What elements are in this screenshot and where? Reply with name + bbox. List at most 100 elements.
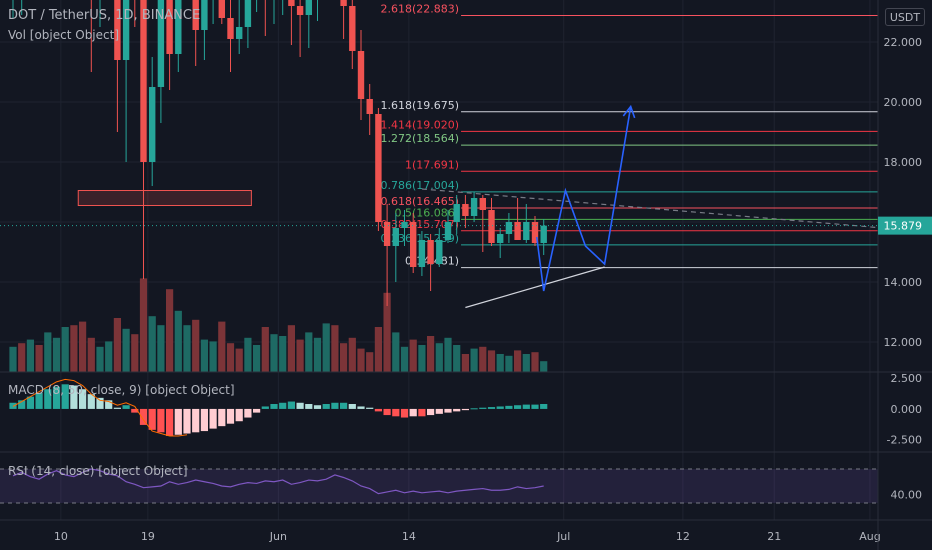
volume-bar	[435, 343, 443, 372]
volume-bar	[357, 348, 365, 372]
macd-histogram-bar	[261, 406, 269, 409]
macd-histogram-bar	[409, 408, 417, 417]
volume-bar	[96, 346, 104, 372]
candle-body	[436, 240, 443, 264]
volume-bar	[9, 346, 17, 372]
volume-bar	[496, 354, 504, 372]
macd-histogram-bar	[383, 408, 391, 416]
candle-body	[175, 0, 182, 54]
macd-histogram-bar	[366, 407, 374, 409]
candle-body	[244, 0, 252, 27]
candle-body	[114, 0, 121, 60]
volume-bar	[139, 278, 148, 372]
macd-histogram-bar	[157, 408, 165, 433]
volume-bar	[35, 345, 43, 372]
candle-body	[375, 114, 382, 222]
macd-histogram-bar	[470, 408, 478, 410]
macd-histogram-bar	[113, 407, 121, 409]
macd-histogram-bar	[79, 389, 87, 409]
macd-tick-label: 2.500	[891, 372, 923, 385]
candle-body	[201, 0, 208, 30]
candle-body	[236, 27, 243, 39]
candle-body	[149, 87, 156, 162]
macd-histogram-bar	[18, 400, 26, 409]
volume-bar	[270, 334, 278, 372]
macd-histogram-bar	[218, 408, 226, 427]
macd-histogram-bar	[174, 408, 182, 435]
volume-bar	[87, 337, 95, 372]
macd-histogram-bar	[279, 402, 287, 409]
macd-histogram-bar	[183, 408, 191, 434]
fib-level-label: 1.272(18.564)	[380, 132, 459, 145]
fib-level-label: 0.786(17.004)	[380, 179, 459, 192]
volume-bar	[340, 343, 348, 372]
time-tick-label: 14	[402, 530, 416, 543]
macd-histogram-bar	[427, 408, 435, 416]
volume-bar	[70, 325, 78, 372]
candle-body	[444, 222, 452, 240]
macd-histogram-bar	[253, 408, 261, 413]
macd-histogram-bar	[192, 408, 200, 433]
candle-body	[383, 222, 391, 246]
rsi-line	[12, 468, 544, 495]
volume-bar	[522, 354, 530, 372]
macd-histogram-bar	[209, 408, 217, 429]
candle-body	[427, 240, 434, 264]
projection-path	[535, 106, 632, 292]
candle-body	[288, 0, 295, 6]
rsi-tick-label: 40.00	[891, 489, 923, 502]
volume-bar	[18, 343, 26, 372]
candle-body	[122, 0, 130, 60]
macd-histogram-bar	[287, 401, 295, 409]
volume-bar	[505, 355, 513, 372]
candle-body	[418, 240, 426, 267]
volume-bar	[61, 327, 69, 372]
candle-body	[453, 204, 460, 222]
symbol-legend[interactable]: DOT / TetherUS, 1D, BINANCE	[8, 8, 201, 23]
volume-bars	[9, 278, 548, 372]
price-tick-label: 18.000	[884, 156, 923, 169]
macd-histogram-bar	[270, 404, 278, 409]
resistance-zone	[77, 190, 252, 206]
rsi-legend[interactable]: RSI (14, close) [object Object]	[8, 464, 188, 478]
volume-bar	[479, 346, 487, 372]
macd-histogram-bar	[531, 404, 539, 409]
candle-body	[218, 0, 225, 18]
volume-bar	[514, 350, 522, 372]
volume-bar	[400, 346, 409, 372]
macd-histogram-bar	[444, 408, 452, 413]
candle-body	[462, 204, 469, 216]
time-tick-label: Aug	[859, 530, 880, 543]
macd-histogram-bar	[87, 394, 95, 409]
candle-body	[140, 0, 147, 162]
macd-histogram-bar	[453, 408, 461, 412]
macd-tick-label: 0.000	[891, 403, 923, 416]
volume-bar	[166, 289, 174, 372]
macd-histogram-bar	[235, 408, 243, 422]
macd-histogram-bar	[322, 404, 330, 409]
projection-arrowhead	[622, 104, 636, 119]
volume-bar	[253, 345, 261, 372]
volume-bar	[122, 328, 130, 372]
macd-histogram-bar	[122, 405, 130, 409]
volume-bar	[374, 327, 382, 372]
macd-legend[interactable]: MACD (8, 50, close, 9) [object Object]	[8, 383, 235, 397]
volume-legend[interactable]: Vol [object Object]	[8, 28, 120, 42]
candle-body	[305, 0, 312, 15]
volume-bar	[218, 321, 226, 372]
macd-histogram-bar	[70, 385, 78, 409]
candle-body	[157, 0, 165, 87]
price-tick-label: 14.000	[884, 276, 923, 289]
currency-button[interactable]: USDT	[885, 8, 925, 26]
macd-histogram-bar	[435, 408, 443, 414]
candle-body	[514, 222, 521, 240]
time-tick-label: Jun	[269, 530, 287, 543]
macd-histogram-bar	[26, 396, 34, 409]
macd-tick-label: -2.500	[887, 434, 922, 447]
macd-histogram-bar	[296, 402, 304, 409]
macd-histogram-bar	[148, 408, 156, 430]
candle-body	[401, 222, 408, 228]
volume-bar	[287, 325, 295, 372]
